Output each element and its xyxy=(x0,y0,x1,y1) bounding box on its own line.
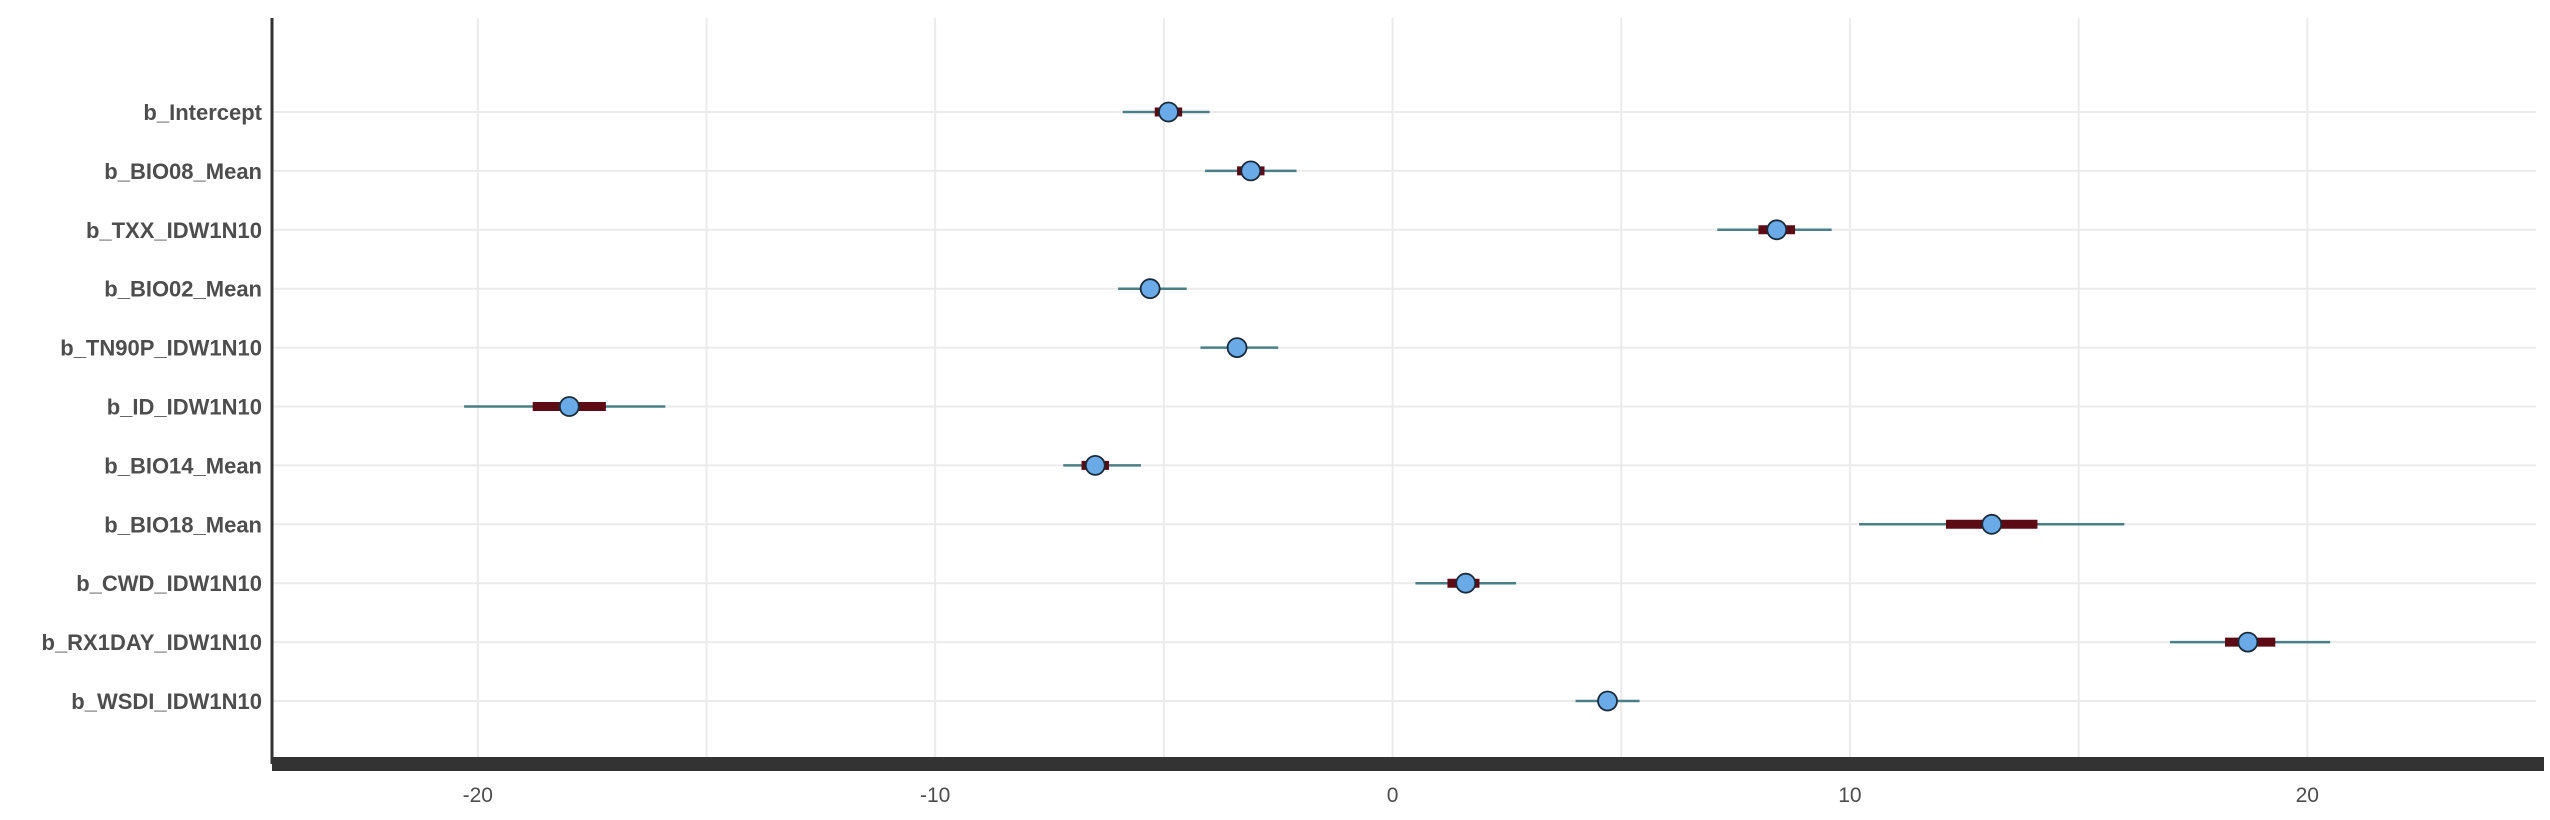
median-point xyxy=(1981,513,2003,535)
median-point xyxy=(1139,278,1161,300)
y-tick-label: b_Intercept xyxy=(143,100,262,125)
median-point xyxy=(1240,160,1262,182)
median-point xyxy=(2237,631,2259,653)
x-tick-label: -20 xyxy=(463,784,493,807)
median-point xyxy=(1084,454,1106,476)
median-point xyxy=(558,396,580,417)
median-point xyxy=(1766,219,1788,241)
y-tick-label: b_ID_IDW1N10 xyxy=(107,395,262,420)
x-tick-label: 10 xyxy=(1838,784,1861,807)
x-tick-label: 0 xyxy=(1387,784,1399,807)
interval-marks xyxy=(464,101,2331,712)
y-axis-labels: b_Intercept b_BIO08_Mean b_TXX_IDW1N10 b_BI… xyxy=(42,100,263,714)
y-tick-label: b_RX1DAY_IDW1N10 xyxy=(42,630,263,655)
x-tick-label: -10 xyxy=(920,784,950,807)
median-point xyxy=(1597,690,1618,712)
x-axis-bar xyxy=(272,757,2544,771)
y-tick-label: b_TN90P_IDW1N10 xyxy=(60,336,262,361)
median-point xyxy=(1455,572,1477,594)
x-axis-tick-labels: -20 -10 0 10 20 xyxy=(463,784,2319,807)
y-tick-label: b_WSDI_IDW1N10 xyxy=(71,689,262,714)
x-tick-label: 20 xyxy=(2296,784,2319,807)
y-tick-label: b_CWD_IDW1N10 xyxy=(76,571,262,596)
median-point xyxy=(1226,337,1248,359)
y-tick-label: b_BIO08_Mean xyxy=(104,159,262,184)
y-tick-label: b_TXX_IDW1N10 xyxy=(86,218,262,243)
y-tick-label: b_BIO14_Mean xyxy=(104,453,262,478)
y-tick-label: b_BIO02_Mean xyxy=(104,277,262,302)
y-tick-label: b_BIO18_Mean xyxy=(104,512,262,537)
gridlines xyxy=(272,18,2536,758)
median-point xyxy=(1158,101,1179,123)
